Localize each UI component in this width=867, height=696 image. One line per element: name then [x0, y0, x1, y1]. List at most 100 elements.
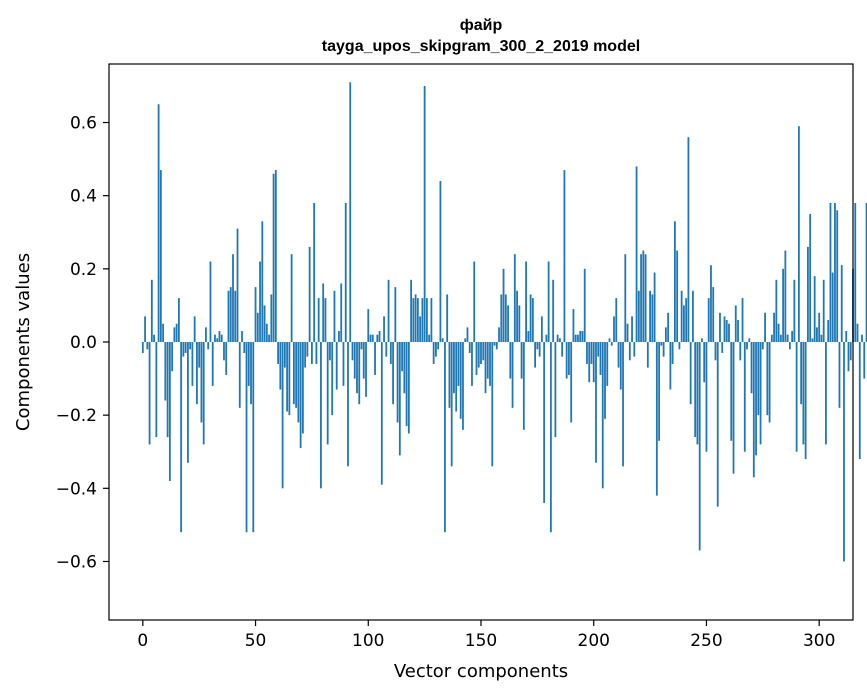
bar [196, 342, 198, 405]
bar [259, 261, 261, 342]
bar [425, 298, 428, 342]
bar [610, 342, 613, 346]
bar [498, 327, 500, 342]
bar [622, 342, 624, 467]
bar [394, 287, 397, 342]
bar [590, 342, 593, 364]
bar [141, 342, 144, 353]
bar [268, 334, 270, 342]
bar [730, 342, 733, 441]
bar [335, 342, 338, 390]
bar [644, 254, 647, 342]
bar [223, 342, 225, 361]
chart-title: файр [460, 17, 503, 34]
bar [604, 342, 606, 419]
bar [829, 203, 832, 342]
bar [423, 85, 426, 342]
bar [245, 342, 248, 533]
bar [232, 254, 234, 342]
bar [324, 298, 327, 342]
bar [315, 342, 318, 364]
bar [430, 298, 433, 342]
bar [723, 316, 726, 342]
bar [635, 166, 638, 342]
bar [768, 342, 771, 423]
bar [344, 203, 347, 342]
bar [193, 316, 196, 342]
bar [516, 290, 518, 342]
bar [396, 342, 399, 423]
bar [802, 342, 805, 445]
bar [507, 305, 509, 342]
bar [633, 342, 636, 357]
bar [707, 298, 710, 342]
bar [159, 170, 162, 342]
bar [477, 342, 480, 368]
bar [371, 334, 374, 342]
bar [721, 342, 724, 353]
bar [437, 342, 440, 350]
bar [286, 342, 289, 412]
bar [766, 342, 769, 416]
bar [189, 342, 192, 350]
bar [493, 342, 496, 346]
bar [685, 298, 688, 342]
bar [428, 334, 431, 342]
bar [658, 342, 661, 441]
bar [329, 342, 331, 361]
bar [513, 254, 516, 342]
bar [385, 342, 388, 357]
bar [480, 342, 482, 364]
bar [779, 334, 782, 342]
bar [304, 342, 307, 368]
bar [504, 294, 507, 342]
bar [522, 342, 525, 430]
bar [218, 331, 221, 342]
bar [340, 283, 343, 342]
bar [444, 342, 446, 533]
bar [392, 342, 394, 405]
bar [689, 342, 692, 405]
bar [755, 342, 757, 456]
bar [254, 287, 257, 342]
bar [166, 342, 169, 438]
bar [333, 290, 336, 342]
bar [640, 254, 642, 342]
bar [606, 342, 609, 386]
bar [694, 342, 697, 438]
bar [561, 342, 564, 357]
bar [272, 173, 275, 342]
y-axis-ticks: −0.6 −0.4 −0.2 0.0 0.2 0.4 0.6 [56, 114, 109, 572]
x-tick-label: 0 [137, 631, 148, 651]
bar [714, 342, 717, 361]
bar [838, 342, 841, 408]
bar [579, 331, 582, 342]
bar [671, 342, 674, 364]
bar [849, 342, 852, 361]
bar [637, 290, 640, 342]
bar [646, 342, 649, 368]
bar [270, 294, 273, 342]
bar [577, 334, 579, 342]
bar [153, 334, 155, 342]
bar [549, 342, 552, 533]
bar [349, 82, 352, 342]
bar [734, 305, 737, 342]
bar [750, 342, 753, 394]
bar [241, 331, 243, 342]
bar [412, 298, 415, 342]
x-tick-label: 250 [690, 631, 722, 651]
bar [540, 316, 543, 342]
bar [495, 342, 498, 350]
bar [432, 342, 435, 364]
bar [570, 342, 573, 423]
bar [628, 342, 631, 361]
bar [795, 342, 798, 452]
bar [486, 342, 489, 379]
bar [696, 342, 699, 445]
bar [200, 342, 203, 423]
bar [211, 342, 214, 386]
bar [816, 327, 818, 342]
bar [716, 342, 719, 507]
x-tick-label: 300 [803, 631, 835, 651]
